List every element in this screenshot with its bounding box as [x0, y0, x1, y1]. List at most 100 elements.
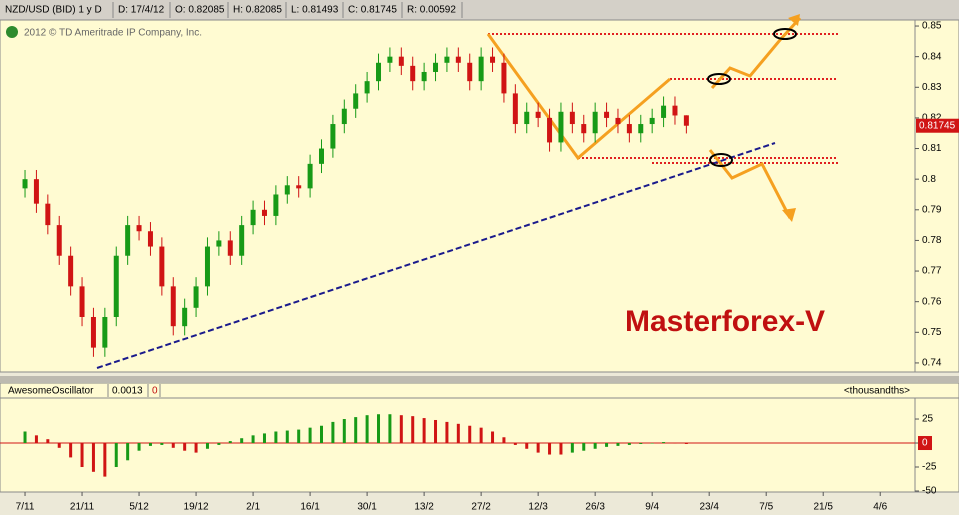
high: H: 0.82085	[233, 5, 282, 16]
watermark: Masterforex-V	[625, 305, 825, 338]
candle-body	[330, 124, 336, 149]
x-tick-label: 16/1	[300, 502, 320, 513]
candle-body	[376, 62, 382, 82]
candle-body	[433, 62, 439, 72]
candle-body	[558, 111, 564, 143]
osc-bar	[69, 443, 73, 458]
last-price-label: 0.81745	[919, 120, 956, 131]
candle-body	[524, 111, 530, 125]
x-tick-label: 27/2	[471, 502, 491, 513]
open: O: 0.82085	[175, 5, 225, 16]
forecast-down	[708, 149, 792, 219]
osc-bar	[240, 438, 244, 444]
osc-bar	[582, 443, 586, 451]
osc-bar	[160, 443, 164, 445]
x-tick-label: 2/1	[246, 502, 260, 513]
candle-body	[638, 124, 644, 134]
candle-body	[296, 185, 302, 189]
range: R: 0.00592	[407, 5, 456, 16]
y-tick-label: 0.76	[922, 296, 942, 307]
osc-bar	[217, 443, 221, 445]
candle-body	[79, 286, 85, 317]
osc-bar	[548, 443, 552, 455]
trend-line	[96, 142, 776, 369]
candle-body	[478, 56, 484, 82]
osc-panel	[0, 397, 916, 493]
candle-body	[398, 56, 404, 66]
x-tick-label: 19/12	[184, 502, 209, 513]
pattern-line	[486, 33, 671, 161]
x-tick-label: 21/5	[813, 502, 833, 513]
osc-bar	[627, 443, 631, 445]
candle-body	[467, 62, 473, 82]
candle-body	[626, 124, 632, 134]
osc-bar	[34, 435, 38, 444]
candle-body	[604, 111, 610, 118]
candle-body	[683, 115, 689, 126]
osc-bar	[274, 431, 278, 444]
osc-bar	[536, 443, 540, 453]
candle-body	[512, 93, 518, 125]
candle-body	[569, 111, 575, 125]
osc-bar	[194, 443, 198, 453]
osc-bar	[673, 443, 677, 444]
osc-bar	[616, 443, 620, 446]
candle-body	[250, 209, 256, 226]
osc-bar	[502, 437, 506, 444]
candle-body	[113, 255, 119, 317]
osc-bar	[331, 421, 335, 444]
osc-bar	[171, 443, 175, 448]
osc-bar	[342, 419, 346, 444]
x-tick-label: 13/2	[414, 502, 434, 513]
osc-bar	[559, 443, 563, 455]
osc-bar	[57, 443, 61, 448]
osc-bar	[662, 442, 666, 444]
x-tick-label: 9/4	[645, 502, 659, 513]
y-tick-label: 0	[922, 438, 928, 449]
candle-body	[501, 62, 507, 94]
x-tick-label: 7/5	[759, 502, 773, 513]
symbol: NZD/USD (BID) 1 y D	[5, 5, 102, 16]
osc-unit: <thousandths>	[844, 386, 910, 397]
y-tick-label: 0.82	[922, 113, 942, 124]
osc-bar	[445, 421, 449, 444]
candle-body	[444, 56, 450, 63]
candle-body	[125, 225, 131, 256]
osc-bar	[46, 439, 50, 444]
x-tick-label: 23/4	[699, 502, 719, 513]
candle-body	[672, 105, 678, 116]
y-tick-label: 0.77	[922, 266, 942, 277]
candle-body	[182, 307, 188, 327]
osc-bar	[354, 417, 358, 444]
osc-bar	[377, 414, 381, 444]
y-tick-label: 0.79	[922, 204, 942, 215]
osc-bar	[205, 443, 209, 449]
osc-bar	[114, 443, 118, 468]
osc-bar	[399, 415, 403, 444]
candle-body	[421, 71, 427, 82]
osc-bar	[525, 443, 529, 449]
y-tick-label: 0.8	[922, 174, 936, 185]
x-tick-label: 30/1	[357, 502, 377, 513]
candle-body	[147, 231, 153, 247]
osc-header	[0, 382, 959, 399]
osc-bar	[228, 441, 232, 444]
y-tick-label: -25	[922, 462, 937, 473]
candle-body	[204, 246, 210, 287]
copyright: 2012 © TD Ameritrade IP Company, Inc.	[24, 28, 202, 39]
y-tick-label: 0.84	[922, 51, 942, 62]
osc-bar	[103, 443, 107, 477]
osc-bar	[23, 431, 27, 444]
osc-bar	[468, 425, 472, 444]
osc-bar	[639, 443, 643, 444]
info-icon[interactable]	[6, 26, 18, 38]
marker-ellipse	[707, 73, 731, 85]
osc-bar	[148, 443, 152, 446]
candle-body	[581, 124, 587, 134]
candle-body	[45, 203, 51, 226]
x-tick-label: 21/11	[70, 502, 95, 513]
osc-bar	[183, 443, 187, 451]
close: C: 0.81745	[348, 5, 397, 16]
